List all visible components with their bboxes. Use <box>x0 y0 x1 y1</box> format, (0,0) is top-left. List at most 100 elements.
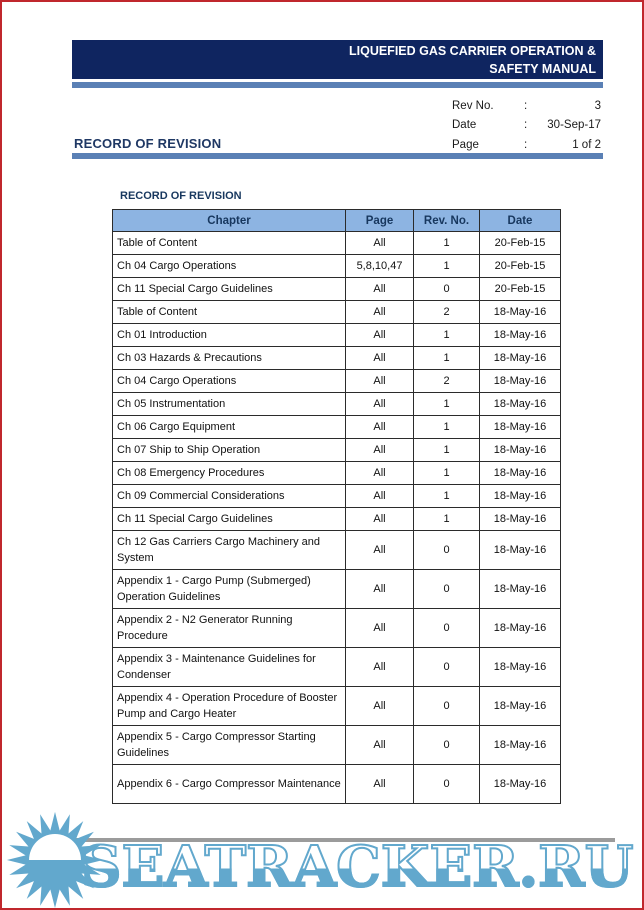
page-cell: 5,8,10,47 <box>345 254 414 278</box>
page-cell: All <box>345 484 414 508</box>
page-cell: All <box>345 507 414 531</box>
chapter-cell: Ch 12 Gas Carriers Cargo Machinery and S… <box>112 530 346 570</box>
meta-date-row: Date : 30-Sep-17 <box>452 116 601 136</box>
page-cell: All <box>345 569 414 609</box>
table-header-row: Chapter Page Rev. No. Date <box>112 209 561 232</box>
watermark-underline <box>59 838 615 842</box>
date-cell: 18-May-16 <box>479 484 561 508</box>
chapter-cell: Table of Content <box>112 231 346 255</box>
meta-date-separator: : <box>524 119 528 132</box>
page-cell: All <box>345 346 414 370</box>
rev-no-cell: 1 <box>413 392 480 416</box>
chapter-cell: Ch 05 Instrumentation <box>112 392 346 416</box>
page-cell: All <box>345 415 414 439</box>
accent-bar-bottom <box>72 153 603 159</box>
rev-no-cell: 1 <box>413 323 480 347</box>
meta-page-value: 1 of 2 <box>572 138 601 151</box>
rev-no-cell: 1 <box>413 254 480 278</box>
date-cell: 20-Feb-15 <box>479 277 561 301</box>
date-cell: 18-May-16 <box>479 507 561 531</box>
page-cell: All <box>345 438 414 462</box>
table-row: Appendix 2 - N2 Generator Running Proced… <box>112 608 561 648</box>
date-cell: 20-Feb-15 <box>479 231 561 255</box>
page-cell: All <box>345 725 414 765</box>
page-cell: All <box>345 647 414 687</box>
page-cell: All <box>345 300 414 324</box>
rev-no-cell: 1 <box>413 461 480 485</box>
rev-no-cell: 1 <box>413 484 480 508</box>
page-cell: All <box>345 231 414 255</box>
date-cell: 18-May-16 <box>479 323 561 347</box>
meta-date-value: 30-Sep-17 <box>547 119 601 132</box>
date-cell: 18-May-16 <box>479 300 561 324</box>
page-cell: All <box>345 764 414 804</box>
rev-no-cell: 1 <box>413 438 480 462</box>
meta-rev-value: 3 <box>594 99 601 112</box>
date-cell: 18-May-16 <box>479 415 561 439</box>
chapter-cell: Appendix 5 - Cargo Compressor Starting G… <box>112 725 346 765</box>
date-cell: 20-Feb-15 <box>479 254 561 278</box>
rev-no-cell: 1 <box>413 507 480 531</box>
rev-no-cell: 2 <box>413 369 480 393</box>
rev-no-cell: 0 <box>413 764 480 804</box>
sun-icon <box>6 811 104 908</box>
rev-no-cell: 1 <box>413 415 480 439</box>
rev-no-cell: 0 <box>413 725 480 765</box>
chapter-cell: Ch 08 Emergency Procedures <box>112 461 346 485</box>
date-cell: 18-May-16 <box>479 392 561 416</box>
rev-no-cell: 2 <box>413 300 480 324</box>
chapter-cell: Appendix 1 - Cargo Pump (Submerged) Oper… <box>112 569 346 609</box>
table-row: Table of Content All 2 18-May-16 <box>112 300 561 324</box>
table-row: Ch 09 Commercial Considerations All 1 18-Ma… <box>112 484 561 508</box>
rev-no-cell: 0 <box>413 686 480 726</box>
table-row: Ch 12 Gas Carriers Cargo Machinery and S… <box>112 530 561 570</box>
column-header-date: Date <box>479 209 561 232</box>
chapter-cell: Ch 06 Cargo Equipment <box>112 415 346 439</box>
meta-date-label: Date <box>452 119 477 132</box>
chapter-cell: Ch 01 Introduction <box>112 323 346 347</box>
meta-page-label: Page <box>452 138 479 151</box>
date-cell: 18-May-16 <box>479 764 561 804</box>
chapter-cell: Ch 11 Special Cargo Guidelines <box>112 277 346 301</box>
manual-title-banner: LIQUEFIED GAS CARRIER OPERATION & SAFETY… <box>72 40 603 79</box>
table-row: Ch 06 Cargo Equipment All 1 18-May-16 <box>112 415 561 439</box>
rev-no-cell: 0 <box>413 277 480 301</box>
date-cell: 18-May-16 <box>479 686 561 726</box>
date-cell: 18-May-16 <box>479 369 561 393</box>
manual-title-line2: SAFETY MANUAL <box>489 62 596 76</box>
chapter-cell: Appendix 4 - Operation Procedure of Boos… <box>112 686 346 726</box>
meta-rev-label: Rev No. <box>452 99 494 112</box>
page-cell: All <box>345 392 414 416</box>
meta-rev-row: Rev No. : 3 <box>452 96 601 116</box>
page-cell: All <box>345 686 414 726</box>
accent-bar-top <box>72 82 603 88</box>
chapter-cell: Appendix 2 - N2 Generator Running Proced… <box>112 608 346 648</box>
table-row: Ch 03 Hazards & Precautions All 1 18-May-16 <box>112 346 561 370</box>
chapter-cell: Appendix 3 - Maintenance Guidelines for … <box>112 647 346 687</box>
chapter-cell: Ch 04 Cargo Operations <box>112 254 346 278</box>
table-row: Appendix 5 - Cargo Compressor Starting G… <box>112 725 561 765</box>
table-row: Appendix 3 - Maintenance Guidelines for … <box>112 647 561 687</box>
table-row: Ch 08 Emergency Procedures All 1 18-May-16 <box>112 461 561 485</box>
rev-no-cell: 0 <box>413 647 480 687</box>
meta-rev-separator: : <box>524 99 528 112</box>
watermark-text: SEATRACKER.RU <box>80 834 642 905</box>
meta-page-row: Page : 1 of 2 <box>452 135 601 155</box>
table-row: Ch 04 Cargo Operations 5,8,10,47 1 20-Feb-1… <box>112 254 561 278</box>
column-header-rev-no: Rev. No. <box>413 209 480 232</box>
date-cell: 18-May-16 <box>479 608 561 648</box>
table-row: Ch 01 Introduction All 1 18-May-16 <box>112 323 561 347</box>
chapter-cell: Ch 11 Special Cargo Guidelines <box>112 507 346 531</box>
page-title: RECORD OF REVISION <box>74 136 222 151</box>
table-row: Ch 04 Cargo Operations All 2 18-May-16 <box>112 369 561 393</box>
table-row: Table of Content All 1 20-Feb-15 <box>112 231 561 255</box>
page-cell: All <box>345 369 414 393</box>
table-row: Ch 05 Instrumentation All 1 18-May-16 <box>112 392 561 416</box>
manual-title-line1: LIQUEFIED GAS CARRIER OPERATION & <box>348 44 596 58</box>
table-title: RECORD OF REVISION <box>120 190 242 202</box>
meta-page-separator: : <box>524 138 528 151</box>
page-cell: All <box>345 530 414 570</box>
table-row: Appendix 6 - Cargo Compressor Maintenanc… <box>112 764 561 804</box>
chapter-cell: Appendix 6 - Cargo Compressor Maintenanc… <box>112 764 346 804</box>
